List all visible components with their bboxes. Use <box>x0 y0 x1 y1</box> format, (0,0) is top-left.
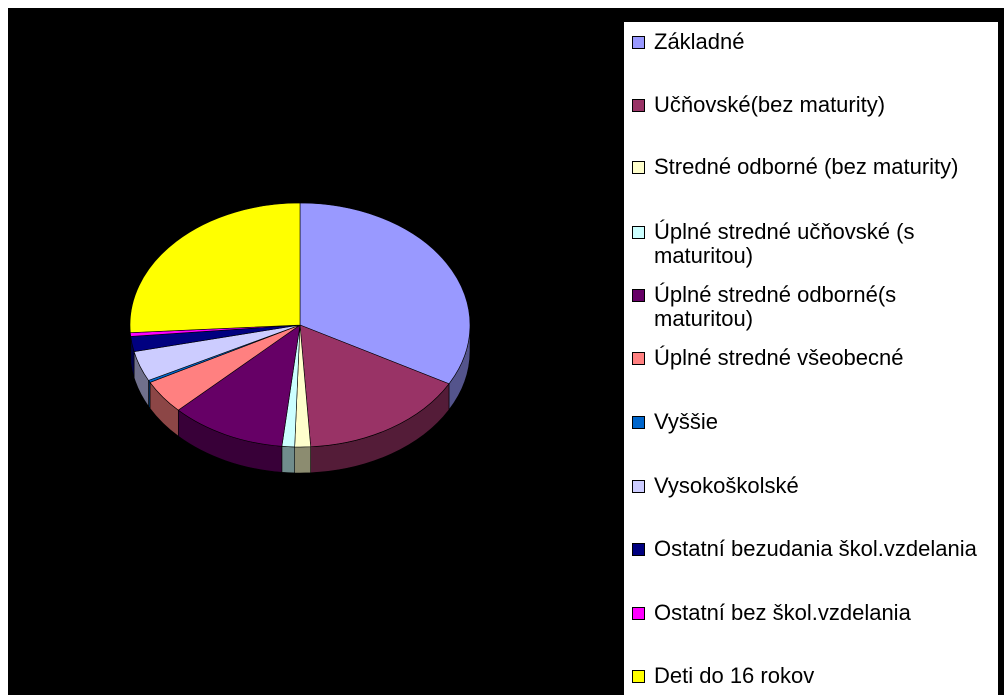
slice <box>129 202 301 333</box>
legend-label: Vyššie <box>654 409 718 434</box>
legend-label: Stredné odborné (bez maturity) <box>654 154 959 179</box>
legend-swatch <box>632 543 645 556</box>
legend-item: Úplné stredné učňovské (s maturitou) <box>632 220 998 268</box>
legend-swatch <box>632 36 645 49</box>
legend-item: Deti do 16 rokov <box>632 664 998 688</box>
legend-swatch <box>632 226 645 239</box>
legend-item: Základné <box>632 30 998 54</box>
legend-label: Vysokoškolské <box>654 473 799 498</box>
pie-chart <box>129 202 471 474</box>
legend-label: Základné <box>654 29 745 54</box>
legend: Základné Učňovské(bez maturity) Stredné od… <box>622 20 998 695</box>
legend-label: Úplné stredné učňovské (s maturitou) <box>654 219 915 268</box>
slice-side <box>294 446 311 474</box>
legend-item: Ostatní bezudania škol.vzdelania <box>632 537 998 561</box>
legend-swatch <box>632 161 645 174</box>
legend-item: Úplné stredné odborné(s maturitou) <box>632 283 998 331</box>
legend-label: Učňovské(bez maturity) <box>654 92 886 117</box>
legend-swatch <box>632 670 645 683</box>
legend-item: Ostatní bez škol.vzdelania <box>632 601 998 625</box>
legend-swatch <box>632 480 645 493</box>
legend-label: Deti do 16 rokov <box>654 663 815 688</box>
slice <box>177 324 301 447</box>
legend-item: Vyššie <box>632 410 998 434</box>
legend-item: Učňovské(bez maturity) <box>632 93 998 117</box>
legend-item: Vysokoškolské <box>632 474 998 498</box>
slice <box>299 202 471 385</box>
legend-swatch <box>632 607 645 620</box>
slice <box>299 324 450 448</box>
legend-swatch <box>632 416 645 429</box>
legend-label: Ostatní bezudania škol.vzdelania <box>654 536 977 561</box>
legend-label: Ostatní bez škol.vzdelania <box>654 600 911 625</box>
legend-label: Úplné stredné všeobecné <box>654 345 904 370</box>
legend-swatch <box>632 352 645 365</box>
legend-swatch <box>632 99 645 112</box>
legend-item: Úplné stredné všeobecné <box>632 346 998 370</box>
legend-item: Stredné odborné (bez maturity) <box>632 155 998 179</box>
legend-label: Úplné stredné odborné(s maturitou) <box>654 282 897 331</box>
slice-side <box>281 445 295 474</box>
legend-swatch <box>632 289 645 302</box>
